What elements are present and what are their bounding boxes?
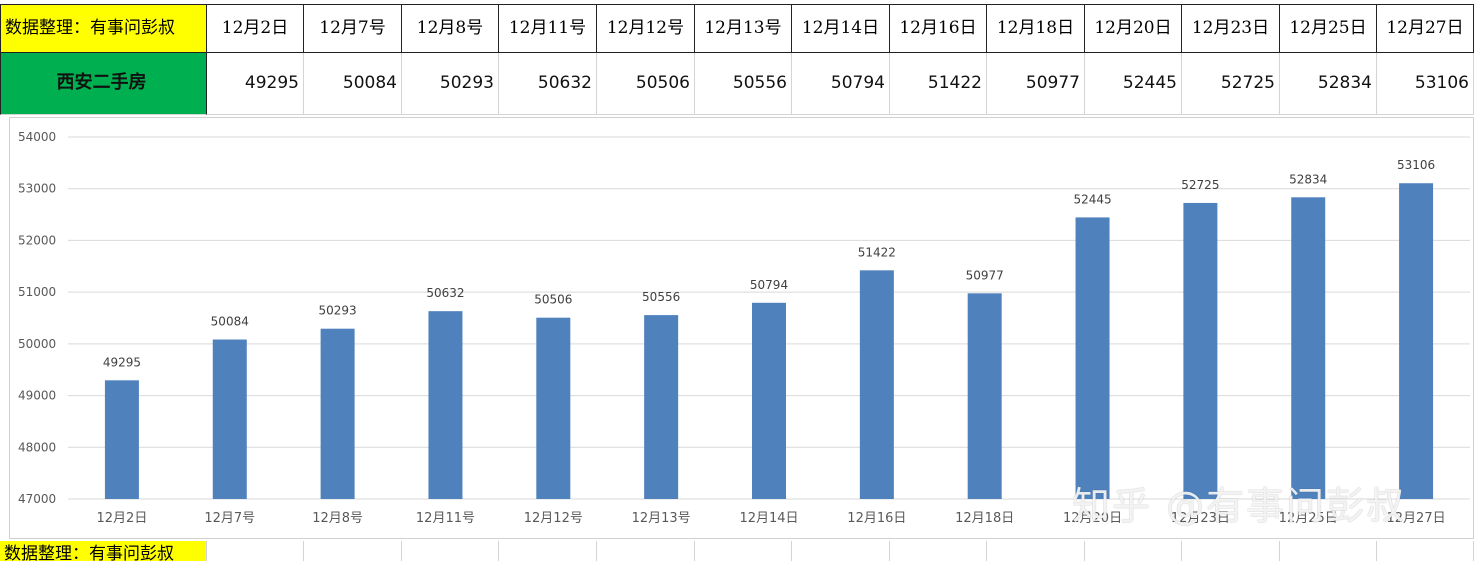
bar[interactable] — [644, 315, 679, 499]
x-tick-label: 12月11号 — [416, 511, 475, 526]
data-label: 50293 — [319, 304, 357, 318]
empty-cell[interactable] — [695, 541, 792, 561]
bar[interactable] — [1075, 217, 1110, 499]
date-header-cell[interactable]: 12月18日 — [987, 4, 1085, 53]
value-cell[interactable]: 52725 — [1182, 53, 1280, 115]
x-tick-label: 12月7号 — [204, 511, 255, 526]
data-label: 49295 — [103, 355, 141, 369]
y-tick-label: 52000 — [18, 233, 56, 247]
chart-canvas: 47000 48000 49000 50000 51000 52000 53000 54000… — [18, 130, 1470, 526]
source-label-cell[interactable]: 数据整理：有事问彭叔 — [0, 4, 207, 53]
bar-chart[interactable]: 47000 48000 49000 50000 51000 52000 53000 54000… — [9, 117, 1474, 539]
date-header-cell[interactable]: 12月8号 — [402, 4, 499, 53]
value-cell[interactable]: 50556 — [695, 53, 792, 115]
x-tick-label: 12月2日 — [97, 511, 148, 526]
y-tick-label: 51000 — [18, 285, 56, 299]
date-header-cell[interactable]: 12月7号 — [304, 4, 402, 53]
date-header-cell[interactable]: 12月23日 — [1182, 4, 1280, 53]
value-cell[interactable]: 53106 — [1377, 53, 1474, 115]
footer-row: 数据整理：有事问彭叔 — [0, 541, 1474, 561]
x-tick-label: 12月8号 — [312, 511, 363, 526]
y-tick-label: 49000 — [18, 389, 56, 403]
empty-cell[interactable] — [890, 541, 987, 561]
empty-cell[interactable] — [597, 541, 695, 561]
bar[interactable] — [859, 270, 894, 499]
x-tick-label: 12月23日 — [1171, 511, 1230, 526]
value-cell[interactable]: 52834 — [1280, 53, 1377, 115]
bar[interactable] — [1183, 202, 1218, 499]
bar[interactable] — [967, 293, 1002, 499]
x-tick-label: 12月12号 — [524, 511, 583, 526]
value-cell[interactable]: 50293 — [402, 53, 499, 115]
bar[interactable] — [320, 328, 355, 499]
empty-cell[interactable] — [1085, 541, 1182, 561]
empty-cell[interactable] — [987, 541, 1085, 561]
y-tick-label: 47000 — [18, 492, 56, 506]
empty-cell[interactable] — [792, 541, 890, 561]
empty-cell[interactable] — [1377, 541, 1474, 561]
value-cell[interactable]: 50506 — [597, 53, 695, 115]
data-label: 52725 — [1181, 178, 1219, 192]
date-header-cell[interactable]: 12月13号 — [695, 4, 792, 53]
value-cell[interactable]: 51422 — [890, 53, 987, 115]
empty-cell[interactable] — [304, 541, 402, 561]
row-label-cell[interactable]: 西安二手房 — [0, 53, 207, 115]
x-tick-label: 12月25日 — [1279, 511, 1338, 526]
bar[interactable] — [752, 302, 786, 499]
date-header-cell[interactable]: 12月27日 — [1377, 4, 1474, 53]
date-header-cell[interactable]: 12月12号 — [597, 4, 695, 53]
date-header-cell[interactable]: 12月16日 — [890, 4, 987, 53]
data-label: 51422 — [858, 245, 896, 259]
data-label: 50794 — [750, 278, 788, 292]
watermark: 知乎 @有事问彭叔 — [1072, 484, 1407, 528]
bar[interactable] — [104, 380, 139, 499]
x-tick-label: 12月13号 — [632, 511, 691, 526]
bar[interactable] — [428, 311, 463, 499]
value-row: 西安二手房 49295 50084 50293 50632 50506 50556 5079… — [0, 53, 1474, 115]
data-label: 50506 — [534, 293, 572, 307]
value-cell[interactable]: 50794 — [792, 53, 890, 115]
date-header-cell[interactable]: 12月2日 — [207, 4, 304, 53]
empty-cell[interactable] — [499, 541, 597, 561]
bar[interactable] — [1291, 197, 1326, 499]
footer-label-cell[interactable]: 数据整理：有事问彭叔 — [0, 541, 207, 561]
x-tick-label: 12月16日 — [847, 511, 906, 526]
bar[interactable] — [536, 317, 571, 499]
data-label: 53106 — [1397, 158, 1435, 172]
value-cell[interactable]: 49295 — [207, 53, 304, 115]
y-tick-label: 54000 — [18, 130, 56, 144]
y-tick-label: 48000 — [18, 440, 56, 454]
bar[interactable] — [1399, 183, 1434, 499]
data-label: 52445 — [1073, 192, 1111, 206]
data-label: 50556 — [642, 290, 680, 304]
y-tick-label: 53000 — [18, 182, 56, 196]
value-cell[interactable]: 50632 — [499, 53, 597, 115]
header-row: 数据整理：有事问彭叔 12月2日 12月7号 12月8号 12月11号 12月12号 12… — [0, 4, 1474, 53]
y-tick-label: 50000 — [18, 337, 56, 351]
data-label: 52834 — [1289, 172, 1327, 186]
value-cell[interactable]: 50977 — [987, 53, 1085, 115]
data-label: 50632 — [426, 286, 464, 300]
x-tick-label: 12月27日 — [1387, 511, 1446, 526]
bar[interactable] — [212, 339, 247, 499]
date-header-cell[interactable]: 12月20日 — [1085, 4, 1182, 53]
date-header-cell[interactable]: 12月25日 — [1280, 4, 1377, 53]
x-tick-label: 12月14日 — [739, 511, 798, 526]
data-label: 50977 — [966, 268, 1004, 282]
x-tick-label: 12月20日 — [1063, 511, 1122, 526]
empty-cell[interactable] — [402, 541, 499, 561]
empty-cell[interactable] — [1280, 541, 1377, 561]
empty-cell[interactable] — [1182, 541, 1280, 561]
date-header-cell[interactable]: 12月14日 — [792, 4, 890, 53]
data-label: 50084 — [211, 315, 249, 329]
empty-cell[interactable] — [207, 541, 304, 561]
value-cell[interactable]: 50084 — [304, 53, 402, 115]
value-cell[interactable]: 52445 — [1085, 53, 1182, 115]
date-header-cell[interactable]: 12月11号 — [499, 4, 597, 53]
x-tick-label: 12月18日 — [955, 511, 1014, 526]
